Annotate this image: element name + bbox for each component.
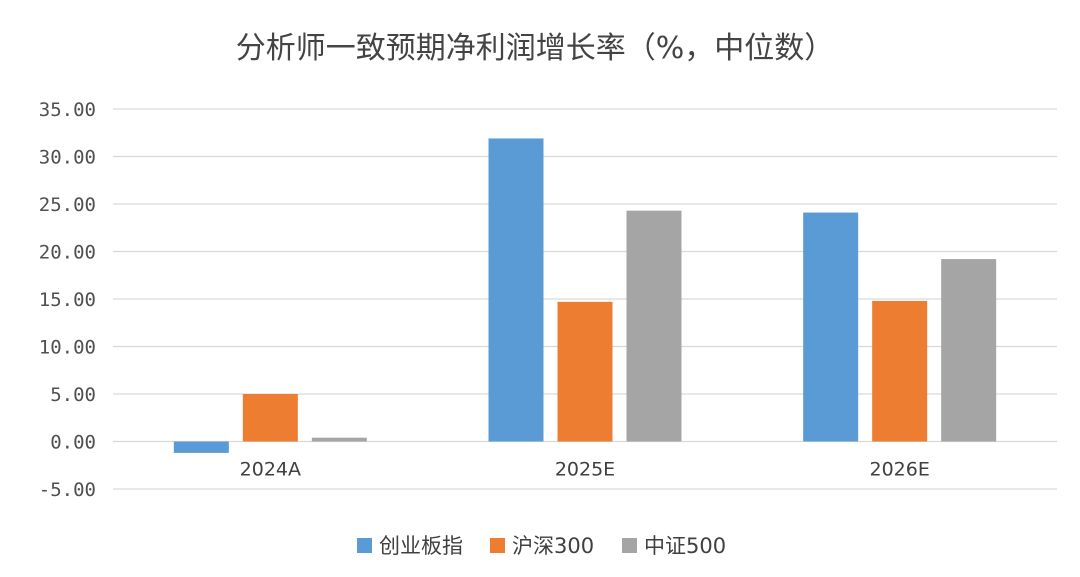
bar xyxy=(173,441,229,453)
y-tick-label: 25.00 xyxy=(39,194,96,216)
legend-swatch xyxy=(490,538,505,553)
bar xyxy=(557,301,613,442)
bars xyxy=(173,138,997,453)
y-tick-label: 10.00 xyxy=(39,337,96,359)
bar xyxy=(488,138,544,442)
x-axis-ticks: 2024A 2025E 2026E xyxy=(240,459,930,481)
y-tick-label: 20.00 xyxy=(39,242,96,264)
chart-title: 分析师一致预期净利润增长率（%，中位数） xyxy=(236,31,835,66)
y-tick-label: 5.00 xyxy=(50,384,96,406)
y-tick-label: 35.00 xyxy=(39,99,96,121)
x-tick-label: 2024A xyxy=(240,459,301,481)
y-tick-label: 15.00 xyxy=(39,289,96,311)
legend-label: 创业板指 xyxy=(379,534,463,558)
bar xyxy=(311,437,367,442)
legend-label: 沪深300 xyxy=(512,534,594,558)
bar xyxy=(803,212,859,442)
legend-swatch xyxy=(357,538,372,553)
bar xyxy=(941,259,997,442)
bar xyxy=(626,210,682,442)
y-tick-label: 30.00 xyxy=(39,147,96,169)
bar xyxy=(242,394,298,442)
legend: 创业板指 沪深300 中证500 xyxy=(357,534,726,558)
legend-swatch xyxy=(622,538,637,553)
y-tick-label: 0.00 xyxy=(50,432,96,454)
y-tick-label: -5.00 xyxy=(39,479,96,501)
bar xyxy=(872,300,928,442)
x-tick-label: 2025E xyxy=(555,459,615,481)
legend-label: 中证500 xyxy=(644,534,726,558)
y-axis-ticks: 35.00 30.00 25.00 20.00 15.00 10.00 5.00 0.00 -5… xyxy=(39,99,96,501)
x-tick-label: 2026E xyxy=(869,459,929,481)
